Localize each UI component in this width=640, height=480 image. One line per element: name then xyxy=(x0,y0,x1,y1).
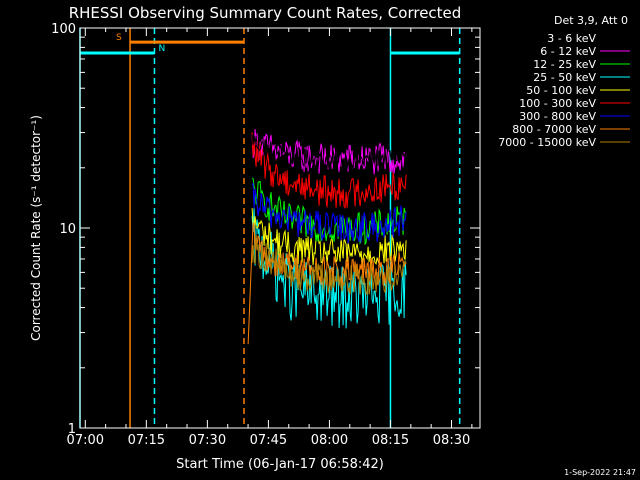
series-line-4 xyxy=(251,208,407,266)
series-line-0 xyxy=(251,134,407,171)
legend-header: Det 3,9, Att 0 xyxy=(554,14,628,27)
legend-label-8: 7000 - 15000 keV xyxy=(498,136,596,149)
x-tick-label-2: 07:30 xyxy=(189,433,226,448)
axes: 07:00 07:15 07:30 07:45 08:00 08:15 08:30 1 10 10… xyxy=(51,22,481,448)
flag-label-n: N xyxy=(158,44,165,54)
series-line-6 xyxy=(251,182,407,244)
x-tick-label-0: 07:00 xyxy=(67,433,104,448)
legend-label-4: 50 - 100 keV xyxy=(526,84,596,97)
y-tick-label-0: 1 xyxy=(68,422,76,437)
legend-label-2: 12 - 25 keV xyxy=(533,58,596,71)
y-tick-label-2: 100 xyxy=(51,22,76,37)
plot-area: SN xyxy=(79,28,461,428)
y-axis-label: Corrected Count Rate (s⁻¹ detector⁻¹) xyxy=(29,115,43,341)
legend-label-0: 3 - 6 keV xyxy=(547,32,596,45)
legend-label-5: 100 - 300 keV xyxy=(519,97,596,110)
y-tick-label-1: 10 xyxy=(59,222,76,237)
series-line-5 xyxy=(251,132,407,210)
x-tick-label-6: 08:30 xyxy=(433,433,470,448)
chart-title: RHESSI Observing Summary Count Rates, Co… xyxy=(69,4,462,22)
x-tick-label-3: 07:45 xyxy=(250,433,287,448)
plot-timestamp: 1-Sep-2022 21:47 xyxy=(564,468,636,477)
x-tick-label-1: 07:15 xyxy=(128,433,165,448)
x-tick-label-4: 08:00 xyxy=(311,433,348,448)
x-axis-label: Start Time (06-Jan-17 06:58:42) xyxy=(176,457,384,472)
flag-label-s: S xyxy=(116,33,122,43)
legend-label-3: 25 - 50 keV xyxy=(533,71,596,84)
x-tick-label-5: 08:15 xyxy=(372,433,409,448)
legend-label-1: 6 - 12 keV xyxy=(540,45,596,58)
legend-label-7: 800 - 7000 keV xyxy=(512,123,596,136)
legend-label-6: 300 - 800 keV xyxy=(519,110,596,123)
series-line-8 xyxy=(251,234,407,296)
